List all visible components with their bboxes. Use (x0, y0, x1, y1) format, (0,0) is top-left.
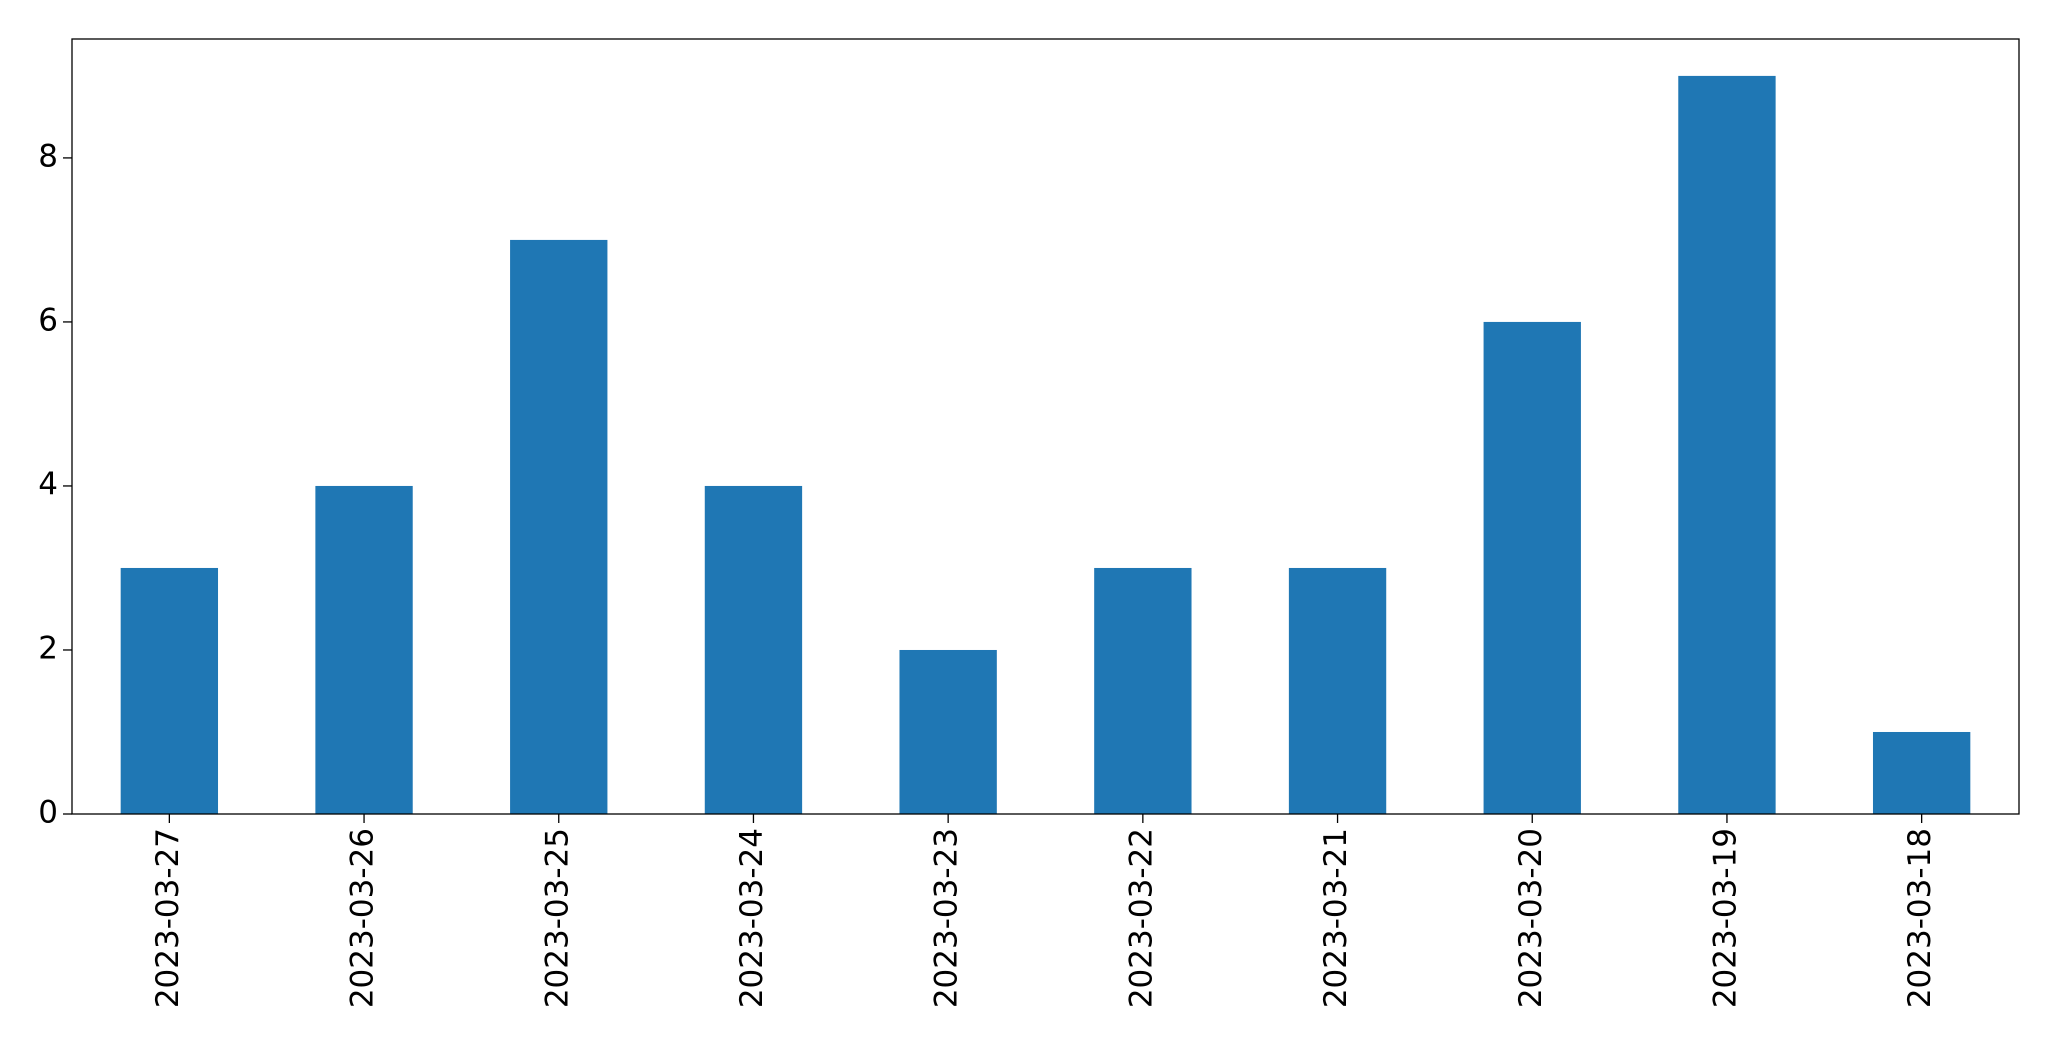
bar (899, 649, 997, 814)
y-tick-label: 4 (38, 466, 58, 502)
bar (315, 485, 413, 814)
bar (120, 567, 219, 814)
bar (704, 485, 803, 814)
x-tick-label: 2023-03-25 (539, 828, 575, 1008)
x-tick-label: 2023-03-22 (1123, 828, 1159, 1008)
bar (510, 239, 608, 815)
plot-frame (71, 38, 2020, 815)
bar (1872, 731, 1971, 814)
x-tick-label: 2023-03-24 (734, 828, 770, 1008)
x-tick-label: 2023-03-18 (1902, 828, 1938, 1008)
x-tick-label: 2023-03-23 (929, 828, 965, 1008)
x-tick-label: 2023-03-19 (1707, 828, 1743, 1008)
x-tick-label: 2023-03-27 (150, 828, 186, 1008)
bar (1288, 567, 1387, 814)
bar (1483, 321, 1581, 814)
y-tick-label: 0 (38, 795, 58, 831)
y-tick-label: 2 (38, 630, 58, 666)
bar (1094, 567, 1192, 814)
x-tick-label: 2023-03-21 (1318, 828, 1354, 1008)
y-tick-label: 6 (38, 302, 58, 338)
bar (1678, 75, 1776, 814)
x-tick-label: 2023-03-20 (1513, 828, 1549, 1008)
y-tick-label: 8 (38, 138, 58, 174)
x-tick-label: 2023-03-26 (345, 828, 381, 1008)
